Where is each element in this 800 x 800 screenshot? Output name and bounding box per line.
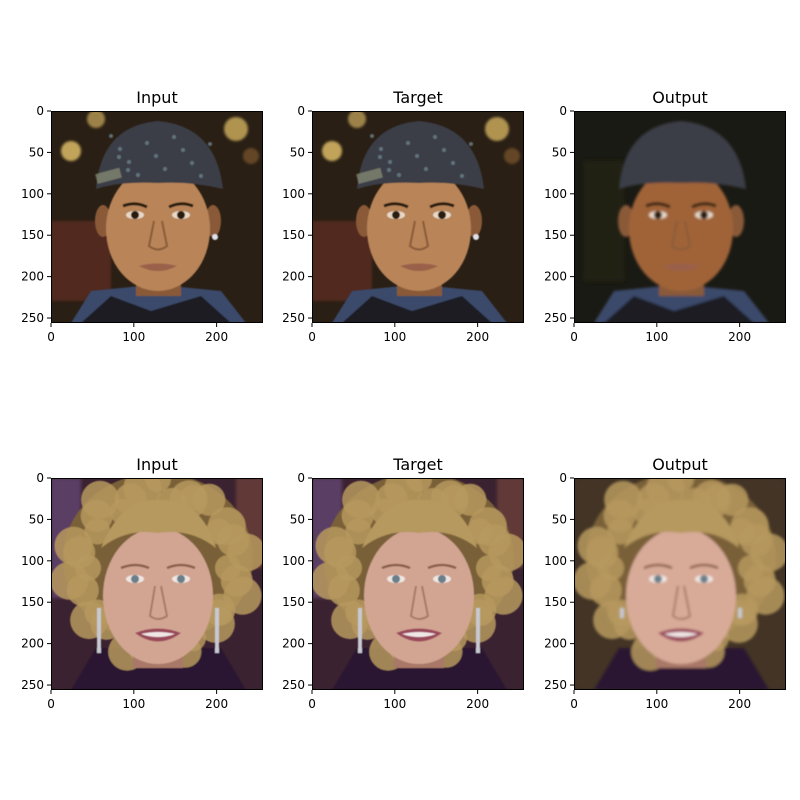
panel-title: Input [136, 455, 178, 474]
y-tick-label: 50 [29, 512, 44, 526]
y-tick-label: 0 [36, 104, 44, 118]
x-tick-label: 200 [728, 330, 751, 344]
x-tick-label: 100 [122, 330, 145, 344]
y-tick-label: 250 [282, 311, 305, 325]
y-tick-label: 200 [282, 270, 305, 284]
y-tick-label: 50 [552, 145, 567, 159]
image-panel-target: Target 0 50 100 150 200 250 0 100 200 [282, 89, 524, 344]
x-tick-label: 200 [466, 697, 489, 711]
y-tick-label: 0 [559, 104, 567, 118]
panel-title: Input [136, 88, 178, 107]
x-tick-label: 0 [308, 697, 316, 711]
image-panel-output: Output 0 50 100 150 200 250 0 100 200 [544, 456, 786, 711]
x-tick-label: 200 [466, 330, 489, 344]
x-tick-label: 100 [645, 330, 668, 344]
y-tick-label: 50 [29, 145, 44, 159]
y-tick-label: 200 [544, 637, 567, 651]
y-tick-label: 250 [21, 678, 44, 692]
x-tick-label: 100 [122, 697, 145, 711]
y-tick-label: 250 [544, 678, 567, 692]
x-tick-label: 0 [308, 330, 316, 344]
y-tick-label: 150 [21, 228, 44, 242]
y-tick-label: 50 [290, 145, 305, 159]
y-tick-label: 150 [282, 228, 305, 242]
y-tick-label: 100 [282, 554, 305, 568]
y-tick-label: 0 [559, 471, 567, 485]
y-tick-label: 100 [544, 554, 567, 568]
y-tick-label: 0 [36, 471, 44, 485]
y-tick-label: 250 [21, 311, 44, 325]
x-tick-label: 200 [728, 697, 751, 711]
x-tick-label: 0 [570, 697, 578, 711]
x-tick-label: 100 [383, 697, 406, 711]
y-tick-label: 200 [21, 637, 44, 651]
y-tick-label: 50 [290, 512, 305, 526]
y-tick-label: 250 [282, 678, 305, 692]
y-tick-label: 0 [297, 471, 305, 485]
image-panel-output: Output 0 50 100 150 200 250 0 100 200 [544, 89, 786, 344]
x-tick-label: 100 [383, 330, 406, 344]
y-tick-label: 0 [297, 104, 305, 118]
y-tick-label: 150 [544, 595, 567, 609]
x-tick-label: 0 [570, 330, 578, 344]
image-panel-input: Input 0 50 100 150 200 250 0 100 200 [21, 89, 263, 344]
image-panel-target: Target 0 50 100 150 200 250 0 100 200 [282, 456, 524, 711]
y-tick-label: 100 [21, 554, 44, 568]
x-tick-label: 200 [205, 330, 228, 344]
panel-title: Target [393, 88, 443, 107]
x-tick-label: 100 [645, 697, 668, 711]
x-tick-label: 200 [205, 697, 228, 711]
y-tick-label: 200 [544, 270, 567, 284]
y-tick-label: 50 [552, 512, 567, 526]
y-tick-label: 100 [544, 187, 567, 201]
panel-title: Target [393, 455, 443, 474]
panel-title: Output [652, 88, 708, 107]
y-tick-label: 250 [544, 311, 567, 325]
y-tick-label: 150 [282, 595, 305, 609]
y-tick-label: 200 [282, 637, 305, 651]
x-tick-label: 0 [47, 697, 55, 711]
panel-title: Output [652, 455, 708, 474]
y-tick-label: 150 [21, 595, 44, 609]
x-tick-label: 0 [47, 330, 55, 344]
image-panel-input: Input 0 50 100 150 200 250 0 100 200 [21, 456, 263, 711]
y-tick-label: 150 [544, 228, 567, 242]
y-tick-label: 100 [21, 187, 44, 201]
y-tick-label: 200 [21, 270, 44, 284]
y-tick-label: 100 [282, 187, 305, 201]
